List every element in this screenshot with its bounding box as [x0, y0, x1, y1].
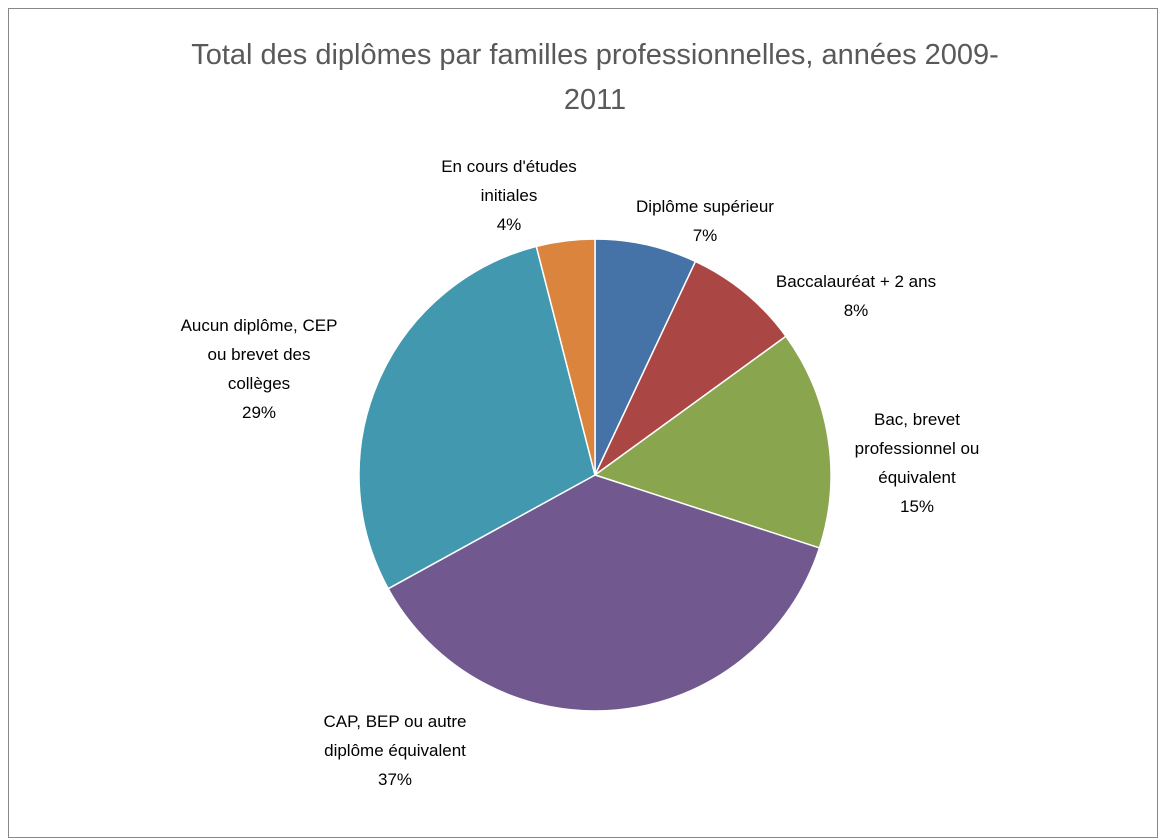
pie-slice	[594, 238, 697, 476]
pie-slice	[594, 260, 787, 476]
category-label: Diplôme supérieur	[636, 197, 774, 216]
pie-slice	[358, 245, 596, 590]
category-label: Bac, brevet professionnel ou équivalent	[854, 410, 980, 487]
data-label: 15%	[899, 497, 935, 516]
data-label: 29%	[241, 403, 277, 422]
pie-slice	[593, 335, 832, 549]
category-label: En cours d'études initiales	[441, 157, 577, 205]
slice-label: CAP, BEP ou autre diplôme équivalent 37%	[313, 707, 478, 794]
category-label: Baccalauréat + 2 ans	[775, 272, 937, 291]
chart-title: Total des diplômes par familles professi…	[191, 39, 999, 116]
data-label: 4%	[496, 215, 522, 234]
slice-label: Bac, brevet professionnel ou équivalent 1…	[845, 405, 990, 521]
pie-slice	[387, 474, 821, 712]
category-label: Aucun diplôme, CEP ou brevet des collège…	[180, 316, 338, 393]
slice-label: Diplôme supérieur 7%	[595, 192, 815, 250]
slice-label: En cours d'études initiales 4%	[429, 152, 589, 239]
data-label: 8%	[843, 301, 869, 320]
slice-label: Baccalauréat + 2 ans 8%	[746, 267, 966, 325]
slice-label: Aucun diplôme, CEP ou brevet des collège…	[177, 311, 342, 427]
category-label: CAP, BEP ou autre diplôme équivalent	[323, 712, 467, 760]
data-label: 7%	[692, 226, 718, 245]
pie-slice	[535, 238, 596, 476]
data-label: 37%	[377, 770, 413, 789]
